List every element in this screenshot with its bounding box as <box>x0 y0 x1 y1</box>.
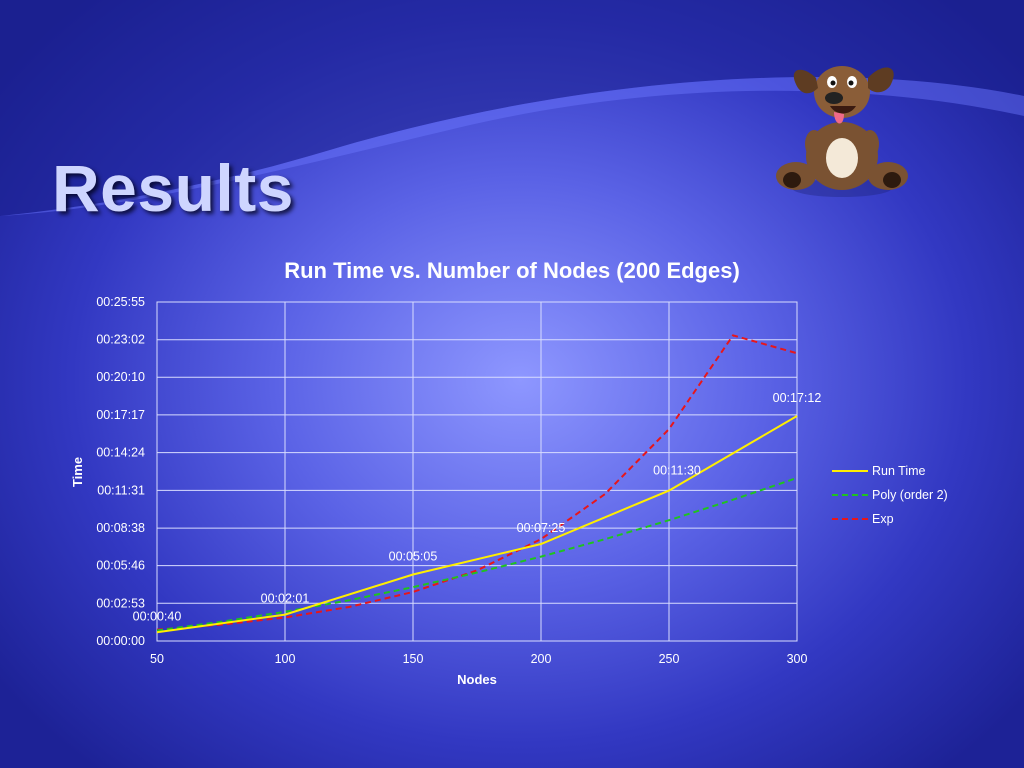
chart-title: Run Time vs. Number of Nodes (200 Edges) <box>284 258 740 283</box>
chart-series <box>156 334 798 634</box>
chart-legend: Run Time Poly (order 2) Exp <box>832 464 948 526</box>
run-time-data-label: 00:17:12 <box>773 391 822 405</box>
y-axis-title: Time <box>70 457 85 487</box>
x-tick-label: 100 <box>275 652 296 666</box>
dog-mascot-illustration <box>776 66 908 197</box>
y-axis-ticks: 00:00:00 00:02:53 00:05:46 00:08:38 00:11:31… <box>96 295 145 648</box>
legend-label: Exp <box>872 512 894 526</box>
y-tick-label: 00:23:02 <box>96 333 145 347</box>
run-time-data-label: 00:05:05 <box>389 550 438 564</box>
data-labels: 00:00:40 00:02:01 00:05:05 00:07:25 00:11:30… <box>133 391 822 623</box>
run-time-data-label: 00:02:01 <box>261 592 310 606</box>
series-line-0 <box>156 415 798 634</box>
y-tick-label: 00:20:10 <box>96 370 145 384</box>
x-axis-ticks: 50 100 150 200 250 300 <box>150 652 807 666</box>
legend-label: Run Time <box>872 464 926 478</box>
slide-title: Results <box>52 151 294 225</box>
run-time-data-label: 00:00:40 <box>133 609 182 623</box>
y-tick-label: 00:17:17 <box>96 408 145 422</box>
legend-label: Poly (order 2) <box>872 488 948 502</box>
x-tick-label: 150 <box>403 652 424 666</box>
x-axis-title: Nodes <box>457 672 497 687</box>
run-time-data-label: 00:11:30 <box>653 464 701 478</box>
x-tick-label: 50 <box>150 652 164 666</box>
y-tick-label: 00:05:46 <box>96 559 145 573</box>
y-tick-label: 00:25:55 <box>96 295 145 309</box>
series-line-1 <box>156 476 798 632</box>
y-tick-label: 00:14:24 <box>96 446 145 460</box>
y-tick-label: 00:00:00 <box>96 634 145 648</box>
chart-grid <box>156 301 798 642</box>
x-tick-label: 250 <box>659 652 680 666</box>
x-tick-label: 300 <box>787 652 808 666</box>
y-tick-label: 00:08:38 <box>96 521 145 535</box>
run-time-data-label: 00:07:25 <box>517 521 566 535</box>
y-tick-label: 00:11:31 <box>97 483 145 497</box>
y-tick-label: 00:02:53 <box>96 596 145 610</box>
series-line-2 <box>156 334 798 631</box>
x-tick-label: 200 <box>531 652 552 666</box>
